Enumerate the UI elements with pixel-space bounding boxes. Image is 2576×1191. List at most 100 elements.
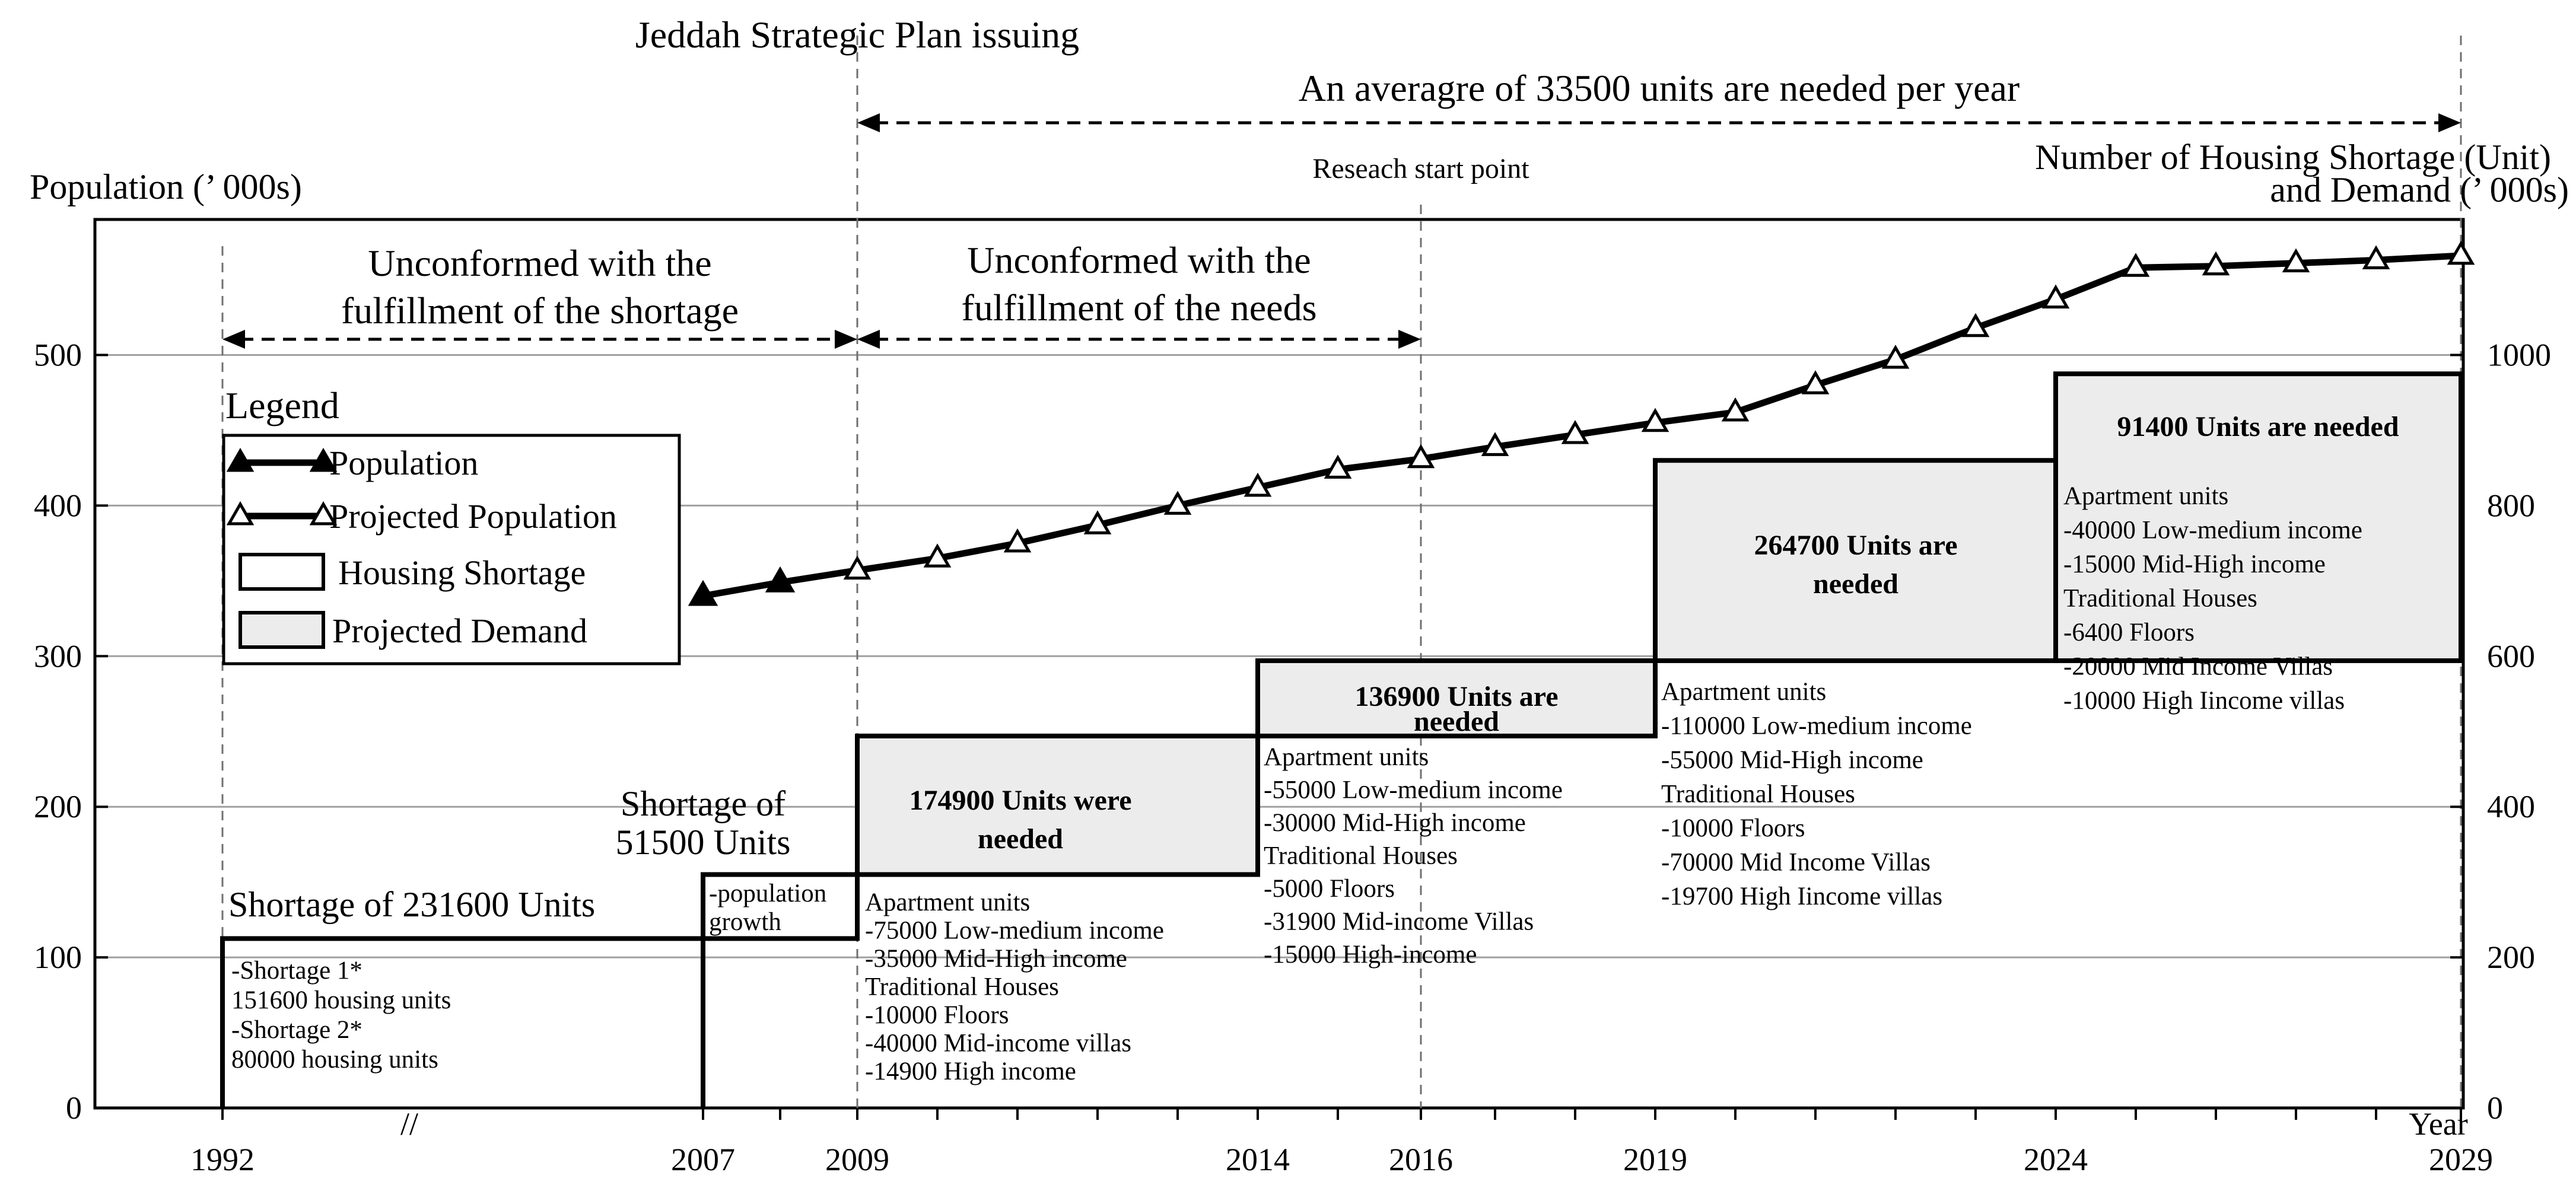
average-arrow-label: An averagre of 33500 units are needed pe… — [1299, 67, 2020, 109]
step-note-2014-1: -55000 Low-medium income — [1264, 776, 1563, 804]
needs-period-arrow-head-left — [857, 330, 880, 349]
step-note-2009-5: -40000 Mid-income villas — [865, 1030, 1131, 1058]
projected-population-point-2014 — [1244, 472, 1272, 497]
y-right-axis-title-line2: and Demand (’ 000s) — [2270, 170, 2569, 209]
legend-projected-marker-a — [226, 501, 255, 526]
step-note-2007-0: -population — [709, 880, 826, 907]
step-note-2009-4: -10000 Floors — [865, 1001, 1009, 1029]
step-note-2024-5: -20000 Mid Income Villas — [2063, 653, 2333, 681]
projected-population-point-2009 — [843, 555, 872, 580]
population-point-2008 — [765, 566, 796, 593]
projected-population-point-2027 — [2282, 248, 2310, 273]
legend-label-housing-shortage: Housing Shortage — [338, 553, 586, 592]
step-note-2014-2: -30000 Mid-High income — [1264, 809, 1526, 837]
step-note-2009-0: Apartment units — [865, 889, 1030, 916]
y-right-tick-label: 400 — [2487, 789, 2535, 824]
step-note-1992-2: -Shortage 2* — [231, 1016, 362, 1044]
step-note-2009-3: Traditional Houses — [865, 973, 1059, 1001]
y-right-axis-title-line1: Number of Housing Shortage (Unit) — [2035, 138, 2551, 177]
x-tick-label-2014: 2014 — [1226, 1142, 1290, 1177]
shortage-1992-label: Shortage of 231600 Units — [228, 885, 595, 924]
x-tick-label-2024: 2024 — [2024, 1142, 2088, 1177]
step-note-2024-4: -6400 Floors — [2063, 619, 2195, 647]
plot-frame — [93, 218, 2465, 1110]
y-left-tick-label: 200 — [34, 789, 82, 824]
projected-population-point-2024 — [2041, 284, 2070, 309]
y-left-tick-label: 0 — [66, 1090, 82, 1126]
legend-population-marker-b — [309, 447, 338, 472]
projected-population-point-2012 — [1083, 510, 1112, 534]
x-tick-label-2007: 2007 — [671, 1142, 735, 1177]
shortage-2007-label-1: Shortage of — [621, 784, 785, 823]
x-tick-label-2019: 2019 — [1623, 1142, 1687, 1177]
x-tick-label-2009: 2009 — [825, 1142, 889, 1177]
step-note-2014-4: -5000 Floors — [1264, 875, 1395, 903]
y-right-tick-label: 200 — [2487, 940, 2535, 975]
population-point-2007 — [688, 579, 718, 606]
step-note-2009-1: -75000 Low-medium income — [865, 917, 1164, 945]
demand-2014-label-2: needed — [1414, 706, 1499, 737]
chart-title: Jeddah Strategic Plan issuing — [635, 14, 1079, 56]
projected-population-point-2016 — [1407, 444, 1435, 469]
projected-population-point-2013 — [1163, 491, 1192, 515]
shortage-period-label-2: fulfillment of the shortage — [341, 289, 739, 332]
demand-2009-label-1: 174900 Units were — [909, 785, 1131, 816]
population-line — [702, 579, 781, 600]
legend-demand-swatch — [238, 611, 325, 649]
legend-label-projected-demand: Projected Demand — [332, 612, 587, 650]
needs-period-label-2: fulfillment of the needs — [962, 286, 1317, 329]
x-tick-label-2016: 2016 — [1389, 1142, 1453, 1177]
projected-population-point-2020 — [1721, 397, 1750, 422]
x-tick-label-2029: 2029 — [2429, 1142, 2493, 1177]
demand-box-2014-2019 — [1255, 658, 1658, 738]
projected-population-point-2011 — [1003, 528, 1032, 553]
projected-population-point-2026 — [2202, 251, 2230, 276]
step-note-2014-3: Traditional Houses — [1264, 842, 1458, 870]
y-left-tick-label: 300 — [34, 638, 82, 674]
legend-label-projected-population: Projected Population — [329, 497, 617, 536]
y-right-tick-label: 600 — [2487, 638, 2535, 674]
y-right-tick-label: 0 — [2487, 1090, 2503, 1126]
step-note-2019-0: Apartment units — [1661, 678, 1826, 706]
step-note-2024-1: -40000 Low-medium income — [2063, 517, 2362, 544]
step-note-2009-6: -14900 High income — [865, 1058, 1076, 1085]
step-note-2009-2: -35000 Mid-High income — [865, 945, 1127, 973]
step-note-2014-6: -15000 High-income — [1264, 941, 1477, 969]
step-note-1992-0: -Shortage 1* — [231, 957, 362, 985]
y-left-tick-label: 400 — [34, 488, 82, 523]
demand-box-2024-2029 — [2053, 371, 2463, 663]
projected-population-point-2017 — [1481, 432, 1509, 456]
projected-population-line — [780, 252, 2461, 586]
demand-2019-label-1: 264700 Units are — [1754, 530, 1957, 561]
step-note-2024-2: -15000 Mid-High income — [2063, 550, 2326, 578]
shortage-2007-label-2: 51500 Units — [615, 823, 790, 862]
step-note-2019-4: -10000 Floors — [1661, 814, 1805, 842]
y-left-axis-title: Population (’ 000s) — [30, 167, 302, 206]
demand-2009-label-2: needed — [978, 823, 1063, 855]
needs-period-arrow-head-right — [1398, 330, 1421, 349]
step-note-2024-6: -10000 High Iincome villas — [2063, 687, 2345, 715]
legend-population-marker-a — [226, 447, 255, 472]
projected-population-point-2019 — [1641, 407, 1669, 432]
demand-box-2009-2014 — [855, 733, 1260, 877]
step-note-2014-5: -31900 Mid-income Villas — [1264, 908, 1534, 936]
research-start-label: Reseach start point — [1312, 153, 1529, 184]
step-note-1992-1: 151600 housing units — [231, 986, 451, 1014]
legend-shortage-swatch — [238, 553, 325, 591]
step-note-2024-3: Traditional Houses — [2063, 585, 2257, 613]
y-left-tick-label: 100 — [34, 940, 82, 975]
step-note-2024-0: Apartment units — [2063, 482, 2228, 510]
average-arrow-head-right — [2438, 113, 2461, 132]
projected-population-point-2015 — [1324, 454, 1352, 479]
demand-2019-label-2: needed — [1813, 568, 1898, 600]
y-right-tick-label: 800 — [2487, 488, 2535, 523]
shortage-period-label-1: Unconformed with the — [368, 242, 711, 284]
projected-population-point-2021 — [1801, 370, 1830, 394]
step-note-2019-5: -70000 Mid Income Villas — [1661, 849, 1931, 877]
average-arrow-head-left — [857, 113, 880, 132]
x-tick-label-1992: 1992 — [190, 1142, 255, 1177]
demand-2014-label-1: 136900 Units are — [1354, 681, 1558, 712]
y-right-tick-label: 1000 — [2487, 337, 2551, 373]
step-note-2019-6: -19700 High Iincome villas — [1661, 883, 1942, 910]
